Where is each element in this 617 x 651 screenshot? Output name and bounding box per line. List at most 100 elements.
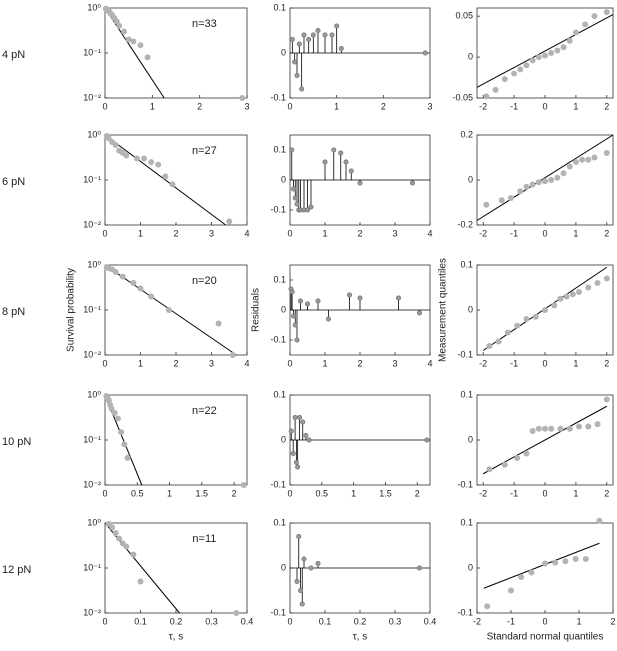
data-point	[322, 159, 328, 165]
y-tick-label: -0.1	[270, 479, 286, 489]
fit-line	[482, 405, 608, 475]
x-tick-label: 4	[427, 228, 432, 238]
data-point	[300, 419, 306, 425]
row-label: 8 pN	[2, 306, 25, 318]
data-point	[290, 450, 296, 456]
data-point	[297, 414, 303, 420]
data-point	[582, 556, 589, 562]
panel: 0 0.5 1 1.5 2 10⁻² 10⁻¹ 10⁰ 10 pN n=22	[2, 389, 248, 498]
x-tick-label: 0	[102, 488, 107, 498]
plot-frame	[104, 264, 248, 356]
y-tick-label: 0.1	[273, 517, 286, 527]
data-point	[523, 316, 530, 322]
y-tick-label: 0	[468, 174, 473, 184]
data-point	[563, 293, 570, 300]
y-tick-label: 0	[468, 51, 473, 61]
data-point	[226, 218, 233, 225]
data-point	[308, 565, 314, 571]
data-point	[517, 66, 524, 73]
x-tick-label: 0.5	[316, 488, 329, 498]
plot-frame	[104, 134, 248, 226]
x-tick-label: 0.5	[131, 488, 144, 498]
data-point	[557, 295, 564, 302]
data-point	[116, 22, 123, 29]
data-point	[416, 565, 422, 571]
data-point	[303, 432, 309, 438]
panel: 0 1 2 3 4 -0.1 0 0.1 Residuals	[251, 264, 433, 368]
plot-frame	[476, 522, 614, 614]
data-point	[523, 450, 530, 457]
data-point	[118, 429, 125, 436]
data-point	[594, 280, 601, 286]
data-point	[552, 559, 559, 566]
x-tick-label: 2	[357, 228, 362, 238]
data-point	[301, 556, 307, 562]
data-point	[483, 201, 490, 208]
y-tick-label: 10⁰	[87, 2, 101, 12]
y-tick-label: 0	[468, 434, 473, 444]
data-point	[310, 32, 316, 38]
panel: 0 1 2 3 4 10⁻² 10⁻¹ 10⁰ 8 pN n=20 Survival probabi…	[2, 259, 250, 368]
data-point	[523, 183, 530, 190]
data-point	[562, 558, 569, 565]
y-axis-label: Residuals	[251, 288, 262, 332]
data-point	[123, 543, 130, 550]
x-tick-label: 4	[244, 358, 249, 368]
data-point	[293, 459, 299, 465]
data-point	[486, 343, 493, 349]
y-tick-label: 0	[281, 562, 286, 572]
x-tick-label: -2	[479, 228, 487, 238]
x-tick-label: 1	[351, 488, 356, 498]
data-point	[304, 301, 310, 307]
data-point	[169, 181, 176, 188]
panel: 0 0.1 0.2 0.3 0.4-0.100.1τ, s	[270, 517, 436, 642]
x-tick-label: 0	[287, 358, 292, 368]
x-tick-label: 1	[334, 101, 339, 111]
x-tick-label: -2	[479, 358, 487, 368]
data-point	[514, 455, 521, 461]
x-tick-label: 2	[197, 101, 202, 111]
data-point	[535, 179, 542, 186]
data-point	[554, 47, 561, 54]
x-tick-label: 0.1	[319, 616, 332, 626]
x-tick-label: 1	[322, 358, 327, 368]
x-tick-label: -2	[479, 488, 487, 498]
data-point	[292, 195, 298, 201]
data-point	[297, 587, 303, 593]
x-tick-label: 1	[573, 228, 578, 238]
data-point	[130, 551, 137, 558]
data-point	[137, 578, 144, 585]
x-tick-label: 2	[357, 358, 362, 368]
y-tick-label: 0	[281, 434, 286, 444]
data-point	[290, 186, 296, 192]
y-tick-label: 0.1	[460, 517, 473, 527]
sample-size: n=11	[192, 533, 216, 545]
data-point	[133, 155, 140, 162]
fit-line	[476, 134, 614, 221]
y-tick-label: 0.1	[460, 259, 473, 269]
data-point	[315, 298, 321, 304]
data-point	[566, 425, 573, 432]
sample-size: n=20	[192, 275, 217, 287]
x-tick-label: 1	[167, 488, 172, 498]
data-point	[116, 535, 123, 542]
data-point	[542, 307, 548, 313]
data-point	[294, 337, 300, 343]
data-point	[535, 54, 542, 61]
data-point	[109, 524, 116, 531]
data-point	[585, 156, 592, 163]
panel: -2 -1 0 1 2 -0.1 0 0.1 Measurement quantiles	[438, 258, 614, 368]
data-point	[576, 289, 582, 295]
data-point	[297, 298, 303, 304]
x-tick-label: 1	[322, 228, 327, 238]
y-tick-label: 0.2	[460, 129, 473, 139]
data-point	[511, 70, 518, 77]
y-tick-label: -0.1	[270, 204, 286, 214]
x-tick-label: 1.5	[379, 488, 392, 498]
data-point	[289, 36, 295, 42]
data-point	[495, 338, 502, 345]
x-tick-label: 0	[102, 616, 107, 626]
y-axis-label: Survival probability	[66, 268, 77, 352]
y-tick-label: 0.1	[273, 389, 286, 399]
x-tick-label: 2	[604, 228, 609, 238]
